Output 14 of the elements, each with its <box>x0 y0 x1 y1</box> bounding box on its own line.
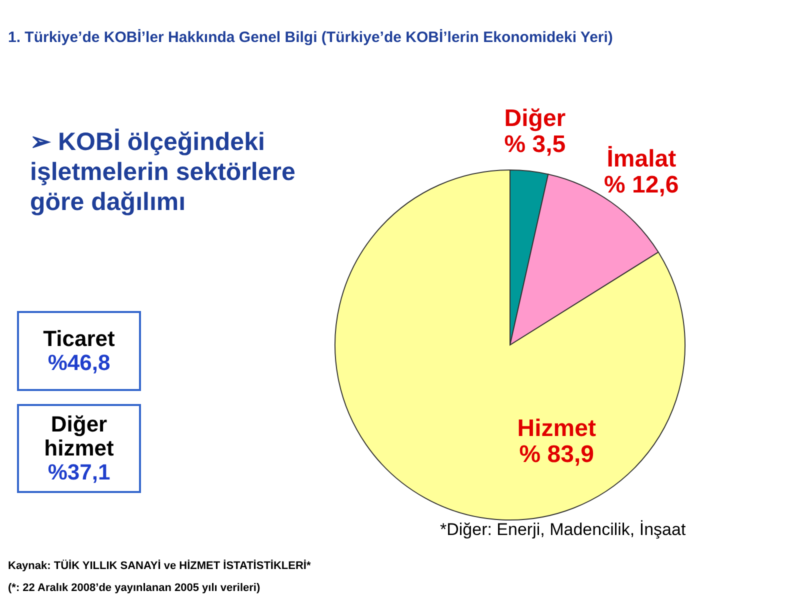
slice-label: İmalat <box>606 145 676 172</box>
data-label: % 3,5 <box>504 130 566 158</box>
chart-title: 1. Türkiye’de KOBİ’ler Hakkında Genel Bilgi (Türkiye’de KOBİ’lerin Ekonomideki Yeri) <box>8 29 613 46</box>
slice-label: Diğer <box>504 104 566 132</box>
text: (*: 22 Aralık 2008’de yayınlanan 2005 yılı verileri) <box>8 582 260 594</box>
data-label: % 12,6 <box>604 171 679 198</box>
pie-slice <box>334 170 686 520</box>
text: Kaynak: TÜİK YILLIK SANAYİ ve HİZMET İSTATİSTİKLERİ* <box>8 559 312 572</box>
text: Ticaret %46,8 <box>43 326 116 375</box>
text: ➢ KOBİ ölçeğindeki işletmelerin sektörlere göre dağılımı <box>30 128 296 216</box>
text: *Diğer: Enerji, Madencilik, İnşaat <box>440 520 686 539</box>
slice-label: Hizmet <box>517 415 596 442</box>
data-label: % 83,9 <box>519 441 594 468</box>
text: Diğer hizmet %37,1 <box>44 412 115 484</box>
